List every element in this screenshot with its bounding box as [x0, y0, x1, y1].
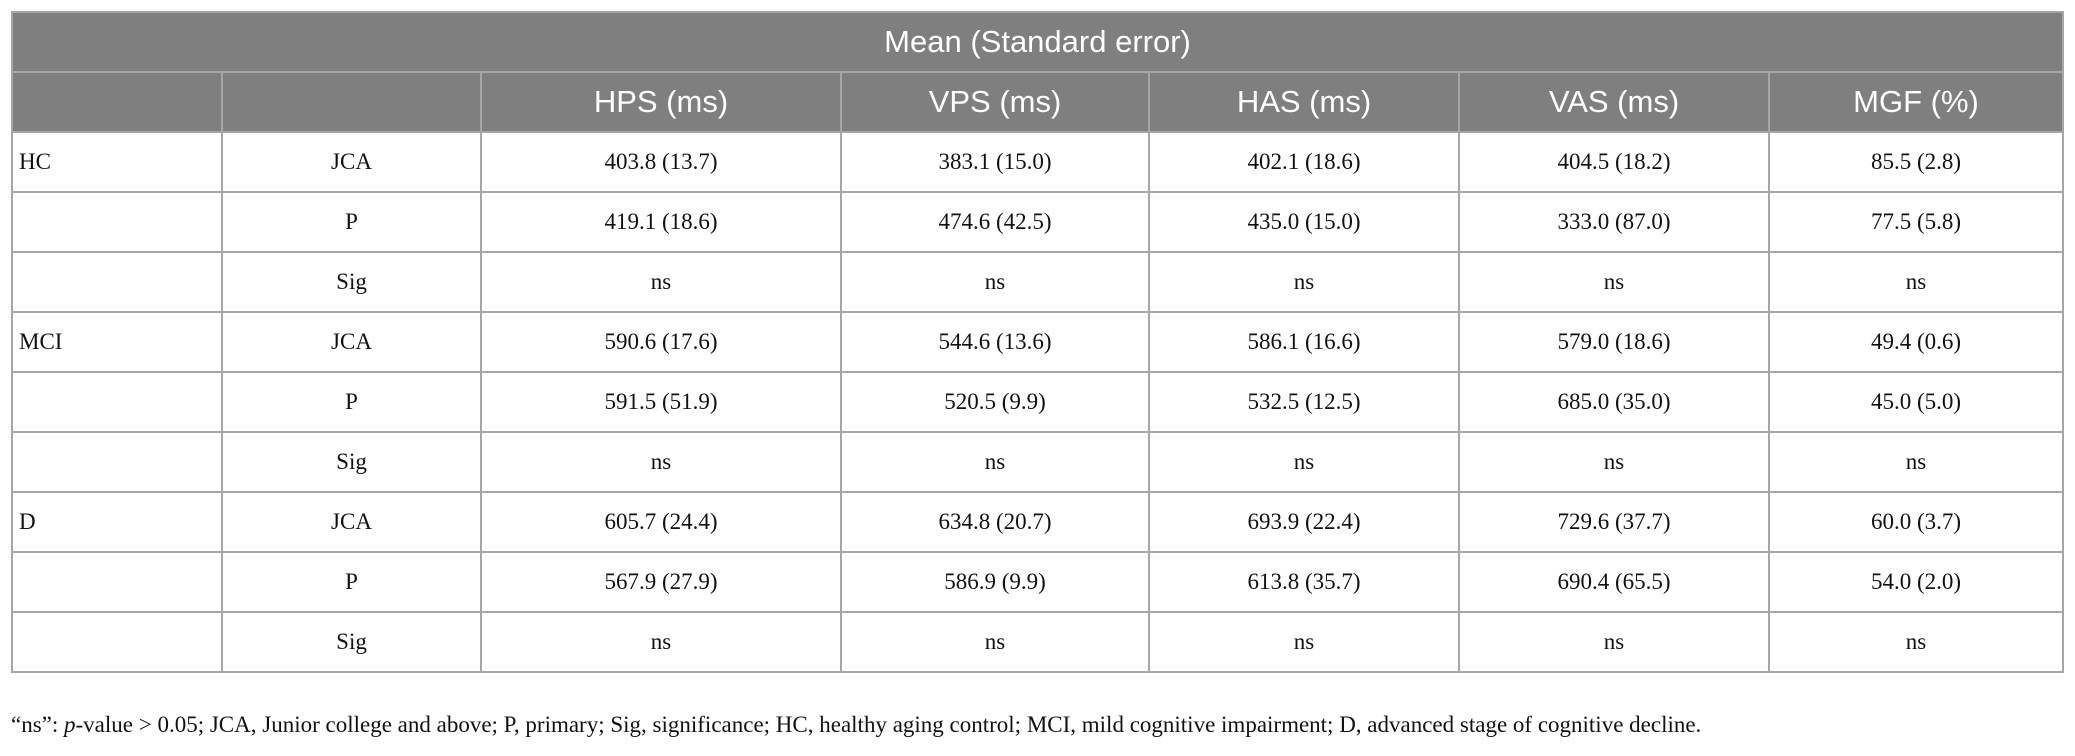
- data-row: Sig ns ns ns ns ns: [11, 611, 2065, 673]
- group-label: MCI: [11, 311, 223, 373]
- cell: 54.0 (2.0): [1767, 551, 2065, 613]
- cell: 474.6 (42.5): [840, 191, 1150, 253]
- cell: ns: [480, 431, 842, 493]
- data-row: Sig ns ns ns ns ns: [11, 251, 2065, 313]
- cell: 590.6 (17.6): [480, 311, 842, 373]
- column-header: HAS (ms): [1148, 71, 1460, 133]
- cell: 567.9 (27.9): [480, 551, 842, 613]
- table-wrap: Mean (Standard error) HPS (ms) VPS (ms) HAS…: [10, 11, 2065, 673]
- footnote-part: “ns”:: [11, 712, 65, 737]
- group-blank: [11, 611, 223, 673]
- cell: 605.7 (24.4): [480, 491, 842, 553]
- cell: ns: [1148, 611, 1460, 673]
- data-row: P 419.1 (18.6) 474.6 (42.5) 435.0 (15.0) 333…: [11, 191, 2065, 253]
- cell: 402.1 (18.6): [1148, 131, 1460, 193]
- column-header: HPS (ms): [480, 71, 842, 133]
- row-label: P: [221, 371, 482, 433]
- cell: 613.8 (35.7): [1148, 551, 1460, 613]
- cell: ns: [480, 251, 842, 313]
- header-row: HPS (ms) VPS (ms) HAS (ms) VAS (ms) MGF (%): [11, 71, 2065, 133]
- cell: 685.0 (35.0): [1458, 371, 1770, 433]
- row-label: P: [221, 191, 482, 253]
- group-label: D: [11, 491, 223, 553]
- table-title: Mean (Standard error): [10, 11, 2065, 73]
- cell: ns: [1148, 251, 1460, 313]
- cell: ns: [1767, 611, 2065, 673]
- cell: 586.9 (9.9): [840, 551, 1150, 613]
- header-blank: [11, 71, 223, 133]
- cell: ns: [840, 251, 1150, 313]
- column-header: MGF (%): [1767, 71, 2065, 133]
- cell: 591.5 (51.9): [480, 371, 842, 433]
- group-blank: [11, 371, 223, 433]
- column-header: VAS (ms): [1458, 71, 1770, 133]
- cell: 520.5 (9.9): [840, 371, 1150, 433]
- group-blank: [11, 251, 223, 313]
- data-row: P 567.9 (27.9) 586.9 (9.9) 613.8 (35.7) 690.…: [11, 551, 2065, 613]
- cell: ns: [480, 611, 842, 673]
- cell: ns: [1458, 431, 1770, 493]
- cell: ns: [840, 611, 1150, 673]
- footnote-part: -value > 0.05; JCA, Junior college and a…: [75, 712, 1702, 737]
- footnote: “ns”: p-value > 0.05; JCA, Junior colleg…: [11, 712, 1701, 738]
- row-label: P: [221, 551, 482, 613]
- cell: 693.9 (22.4): [1148, 491, 1460, 553]
- cell: ns: [840, 431, 1150, 493]
- title-row: Mean (Standard error): [10, 11, 2065, 73]
- cell: 634.8 (20.7): [840, 491, 1150, 553]
- footnote-part: p: [64, 712, 76, 737]
- row-label: Sig: [221, 251, 482, 313]
- cell: 419.1 (18.6): [480, 191, 842, 253]
- data-row: D JCA 605.7 (24.4) 634.8 (20.7) 693.9 (22.4)…: [11, 491, 2065, 553]
- cell: ns: [1767, 251, 2065, 313]
- row-label: JCA: [221, 131, 482, 193]
- cell: 85.5 (2.8): [1767, 131, 2065, 193]
- cell: 60.0 (3.7): [1767, 491, 2065, 553]
- cell: 403.8 (13.7): [480, 131, 842, 193]
- group-blank: [11, 191, 223, 253]
- data-row: Sig ns ns ns ns ns: [11, 431, 2065, 493]
- column-header: VPS (ms): [840, 71, 1150, 133]
- cell: ns: [1767, 431, 2065, 493]
- table-body: Mean (Standard error) HPS (ms) VPS (ms) HAS…: [10, 11, 2065, 673]
- cell: 690.4 (65.5): [1458, 551, 1770, 613]
- cell: 49.4 (0.6): [1767, 311, 2065, 373]
- row-label: Sig: [221, 431, 482, 493]
- cell: 383.1 (15.0): [840, 131, 1150, 193]
- data-row: HC JCA 403.8 (13.7) 383.1 (15.0) 402.1 (18.6…: [11, 131, 2065, 193]
- cell: 579.0 (18.6): [1458, 311, 1770, 373]
- group-blank: [11, 551, 223, 613]
- cell: ns: [1458, 251, 1770, 313]
- group-label: HC: [11, 131, 223, 193]
- row-label: Sig: [221, 611, 482, 673]
- data-table: Mean (Standard error) HPS (ms) VPS (ms) HAS…: [10, 11, 2065, 673]
- data-row: P 591.5 (51.9) 520.5 (9.9) 532.5 (12.5) 685.…: [11, 371, 2065, 433]
- cell: 77.5 (5.8): [1767, 191, 2065, 253]
- cell: 333.0 (87.0): [1458, 191, 1770, 253]
- cell: 544.6 (13.6): [840, 311, 1150, 373]
- cell: 729.6 (37.7): [1458, 491, 1770, 553]
- cell: 532.5 (12.5): [1148, 371, 1460, 433]
- cell: 404.5 (18.2): [1458, 131, 1770, 193]
- cell: 45.0 (5.0): [1767, 371, 2065, 433]
- data-row: MCI JCA 590.6 (17.6) 544.6 (13.6) 586.1 (16.…: [11, 311, 2065, 373]
- cell: ns: [1458, 611, 1770, 673]
- group-blank: [11, 431, 223, 493]
- row-label: JCA: [221, 491, 482, 553]
- cell: ns: [1148, 431, 1460, 493]
- row-label: JCA: [221, 311, 482, 373]
- cell: 586.1 (16.6): [1148, 311, 1460, 373]
- header-blank: [221, 71, 482, 133]
- cell: 435.0 (15.0): [1148, 191, 1460, 253]
